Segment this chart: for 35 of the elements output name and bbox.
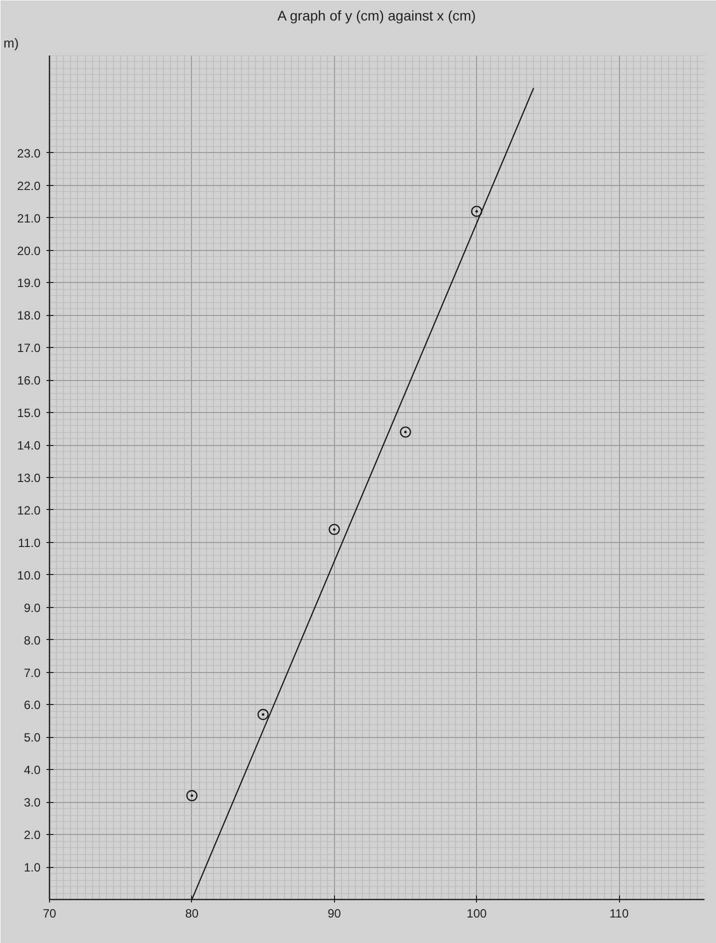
y-tick-label: 7.0 — [24, 666, 41, 680]
x-tick-label: 90 — [328, 906, 342, 920]
point — [328, 524, 340, 536]
y-tick-label: 14.0 — [17, 438, 41, 453]
x-tick-label: 70 — [42, 906, 56, 920]
y-tick-label: 10.0 — [17, 568, 41, 582]
y-tick-label: 15.0 — [17, 406, 41, 420]
y-tick-label: 22.0 — [17, 178, 41, 193]
x-tick-label: 100 — [466, 906, 488, 920]
y-tick-label: 12.0 — [17, 503, 41, 518]
point — [471, 206, 482, 217]
chart-title: A graph of y (cm) against x (cm) — [277, 8, 476, 24]
y-tick-label: 19.0 — [17, 276, 41, 290]
point — [257, 708, 269, 720]
x-tick-label: 110 — [610, 906, 629, 920]
y-tick-label: 11.0 — [18, 536, 41, 550]
y-tick-label: 1.0 — [24, 860, 41, 875]
y-tick-label: 17.0 — [17, 341, 41, 356]
y-tick-label: 13.0 — [17, 471, 41, 485]
y-tick-label: 3.0 — [24, 796, 41, 810]
y-tick-label: 21.0 — [17, 211, 41, 226]
y-tick-label: 8.0 — [24, 633, 41, 648]
y-tick-label: 9.0 — [24, 600, 41, 615]
y-tick-label: 5.0 — [24, 730, 41, 745]
x-tick-label: 80 — [185, 906, 199, 920]
y-tick-label: 20.0 — [17, 244, 41, 258]
y-tick-label: 16.0 — [17, 374, 41, 388]
y-tick-label: 18.0 — [17, 308, 41, 323]
point — [186, 790, 198, 802]
y-tick-label: 2.0 — [24, 828, 41, 842]
y-tick-label: 6.0 — [24, 698, 41, 712]
y-tick-label: 23.0 — [17, 146, 41, 160]
y-tick-label: 4.0 — [24, 763, 41, 778]
point — [400, 426, 412, 438]
y-axis-title: m) — [4, 36, 19, 50]
